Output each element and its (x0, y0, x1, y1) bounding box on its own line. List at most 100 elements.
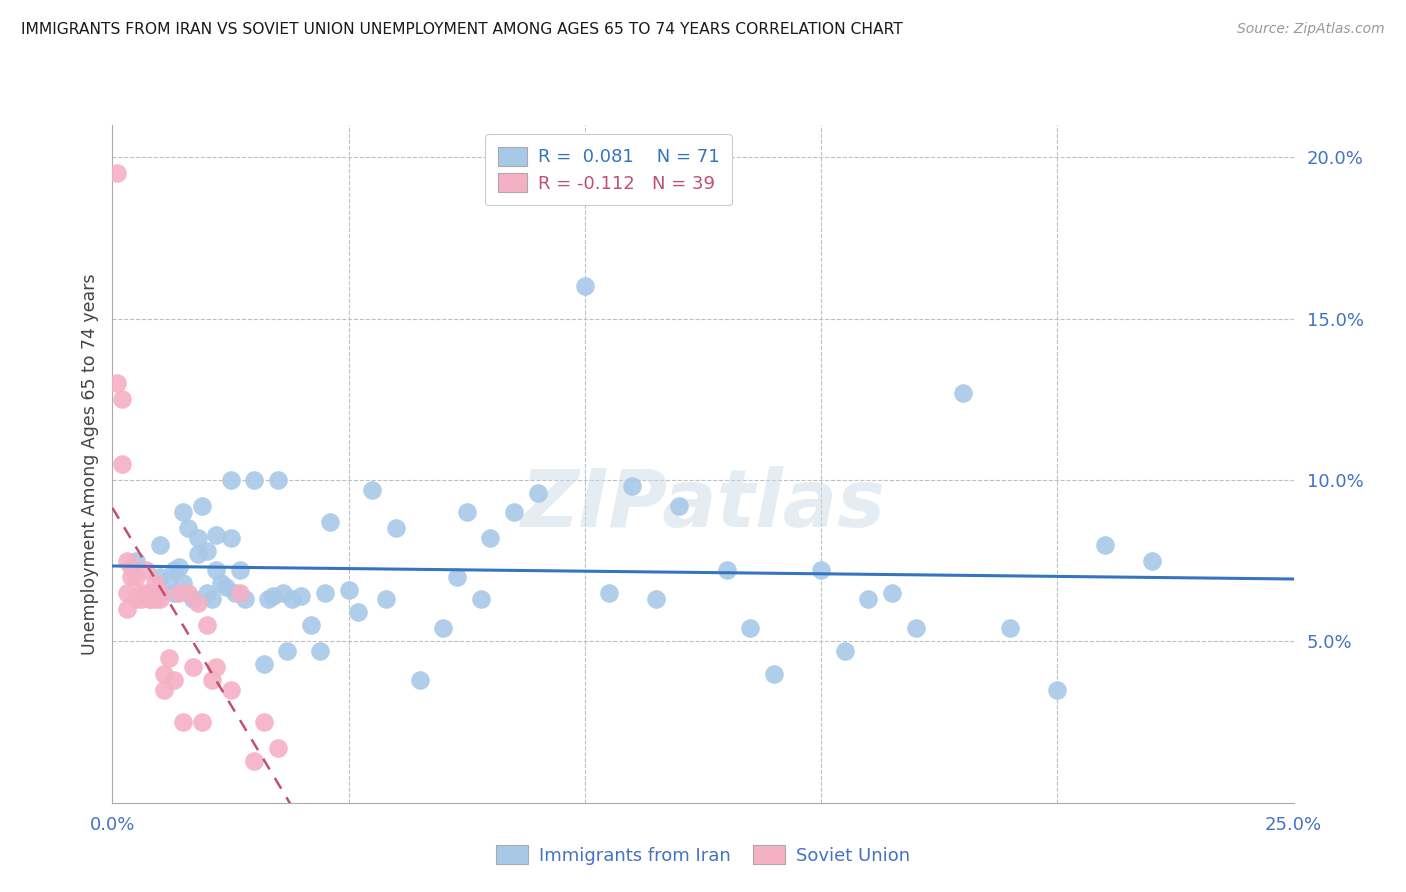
Point (201, 592, 224, 607)
Point (167, 560, 190, 574)
Point (267, 740, 290, 755)
Point (834, 644, 856, 658)
Point (205, 563, 228, 577)
Text: IMMIGRANTS FROM IRAN VS SOVIET UNION UNEMPLOYMENT AMONG AGES 65 TO 74 YEARS CORR: IMMIGRANTS FROM IRAN VS SOVIET UNION UNE… (21, 22, 903, 37)
Point (149, 570, 172, 584)
Point (135, 586, 157, 600)
Point (205, 660, 228, 674)
Point (267, 473, 290, 487)
Point (163, 586, 186, 600)
Point (105, 166, 128, 180)
Point (143, 592, 166, 607)
Point (172, 715, 194, 730)
Point (186, 547, 208, 561)
Point (276, 644, 298, 658)
Point (219, 473, 242, 487)
Point (229, 586, 252, 600)
Point (229, 563, 252, 577)
Point (257, 592, 280, 607)
Point (105, 376, 128, 391)
Point (952, 385, 974, 400)
Point (810, 563, 832, 577)
Point (644, 592, 666, 607)
Point (1046, 682, 1069, 697)
Point (1094, 537, 1116, 551)
Point (233, 592, 256, 607)
Point (998, 622, 1021, 636)
Point (219, 531, 242, 545)
Point (181, 592, 204, 607)
Point (716, 563, 738, 577)
Point (139, 586, 162, 600)
Point (111, 457, 134, 471)
Point (115, 602, 138, 616)
Point (1140, 554, 1163, 568)
Point (115, 554, 138, 568)
Point (219, 682, 242, 697)
Point (456, 505, 478, 519)
Point (408, 673, 430, 687)
Point (243, 473, 266, 487)
Point (181, 660, 204, 674)
Point (347, 605, 370, 619)
Point (120, 560, 142, 574)
Point (149, 592, 172, 607)
Point (762, 666, 785, 681)
Point (157, 650, 180, 665)
Point (172, 576, 194, 591)
Point (432, 622, 454, 636)
Point (215, 580, 238, 594)
Point (195, 586, 218, 600)
Text: Source: ZipAtlas.com: Source: ZipAtlas.com (1237, 22, 1385, 37)
Point (205, 528, 228, 542)
Point (224, 586, 246, 600)
Point (209, 576, 232, 591)
Point (186, 596, 208, 610)
Point (309, 644, 332, 658)
Point (120, 570, 142, 584)
Point (186, 531, 208, 545)
Legend: Immigrants from Iran, Soviet Union: Immigrants from Iran, Soviet Union (489, 838, 917, 871)
Point (125, 570, 148, 584)
Point (191, 499, 214, 513)
Point (299, 618, 322, 632)
Point (195, 544, 218, 558)
Y-axis label: Unemployment Among Ages 65 to 74 years: Unemployment Among Ages 65 to 74 years (80, 273, 98, 655)
Point (375, 592, 398, 607)
Point (129, 586, 152, 600)
Point (201, 673, 224, 687)
Point (149, 537, 172, 551)
Point (385, 521, 408, 535)
Point (281, 592, 304, 607)
Point (135, 563, 157, 577)
Point (271, 586, 294, 600)
Point (167, 586, 190, 600)
Point (153, 666, 176, 681)
Point (177, 586, 200, 600)
Point (598, 586, 620, 600)
Point (125, 592, 148, 607)
Point (163, 673, 186, 687)
Point (253, 715, 276, 730)
Point (111, 392, 134, 407)
Point (115, 586, 138, 600)
Point (172, 505, 194, 519)
Point (470, 592, 492, 607)
Point (314, 586, 336, 600)
Point (243, 754, 266, 768)
Point (139, 592, 162, 607)
Point (503, 505, 526, 519)
Point (139, 592, 162, 607)
Point (153, 682, 176, 697)
Point (191, 715, 214, 730)
Point (904, 622, 927, 636)
Point (621, 479, 644, 493)
Point (177, 521, 200, 535)
Point (149, 586, 172, 600)
Text: ZIPatlas: ZIPatlas (520, 466, 886, 543)
Point (129, 592, 152, 607)
Point (253, 657, 276, 671)
Point (446, 570, 468, 584)
Point (143, 576, 166, 591)
Point (163, 563, 186, 577)
